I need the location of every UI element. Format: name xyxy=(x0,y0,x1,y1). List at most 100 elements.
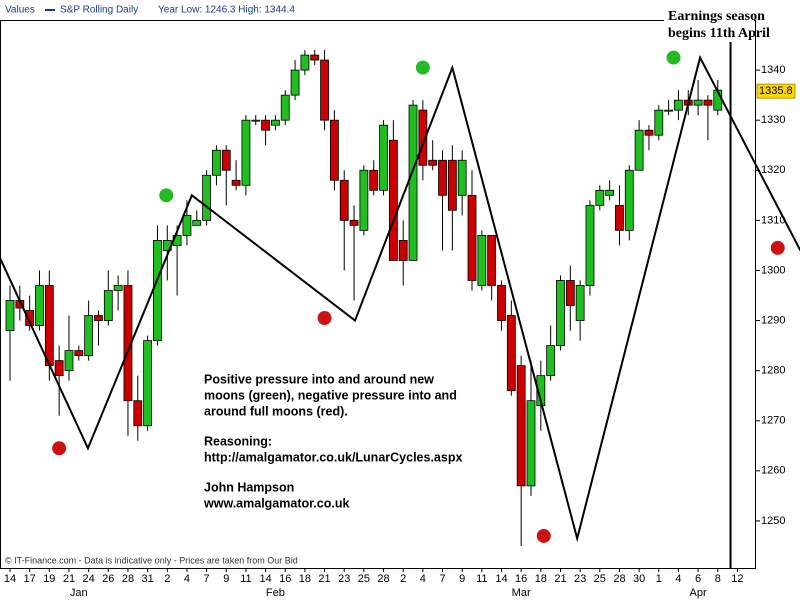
candle-body xyxy=(202,174,212,221)
x-tick-label: 14 xyxy=(495,573,507,585)
candle-body xyxy=(634,129,644,171)
x-tick-label: 23 xyxy=(338,573,350,585)
candle-body xyxy=(654,109,664,136)
candle-body xyxy=(664,109,674,112)
candle-body xyxy=(54,360,64,377)
legend-swatch xyxy=(45,9,55,11)
x-tick-label: 31 xyxy=(141,573,153,585)
month-label: Feb xyxy=(266,587,285,599)
y-tick-label: 1320 xyxy=(761,164,785,176)
x-tick-label: 18 xyxy=(535,573,547,585)
range-text: Year Low: 1246.3 High: 1344.4 xyxy=(158,5,295,16)
candle-body xyxy=(271,119,280,126)
candle-body xyxy=(536,375,546,407)
candle-body xyxy=(133,400,143,427)
x-tick-label: 28 xyxy=(122,573,134,585)
y-tick-label: 1250 xyxy=(761,515,785,527)
trend-line xyxy=(0,54,800,543)
x-tick-label: 17 xyxy=(24,573,36,585)
x-tick-label: 18 xyxy=(299,573,311,585)
candle-body xyxy=(408,104,418,261)
candle-body xyxy=(5,300,15,331)
new-moon xyxy=(666,50,681,65)
candle-body xyxy=(349,219,359,226)
x-tick-label: 12 xyxy=(731,573,743,585)
x-tick-label: 16 xyxy=(515,573,527,585)
candle-body xyxy=(94,315,103,321)
annotation-text: John Hampson xyxy=(204,480,294,494)
x-tick-label: 30 xyxy=(633,573,645,585)
candle-body xyxy=(329,119,339,181)
candle-body xyxy=(310,54,320,61)
candle-body xyxy=(25,310,35,326)
candle-body xyxy=(418,109,428,166)
candle-body xyxy=(624,169,634,231)
candle-body xyxy=(516,365,526,487)
candle-body xyxy=(44,285,54,367)
x-tick-label: 21 xyxy=(63,573,75,585)
x-tick-label: 14 xyxy=(259,573,271,585)
full-moon xyxy=(317,311,332,326)
candle-body xyxy=(182,214,192,236)
y-tick-label: 1330 xyxy=(761,114,785,126)
last-price-label: 1335.8 xyxy=(759,85,793,97)
candle-body xyxy=(556,280,565,346)
y-tick-label: 1290 xyxy=(761,314,785,326)
annotation-text: moons (green), negative pressure into an… xyxy=(204,388,457,402)
annotation-text: www.amalgamator.co.uk xyxy=(203,496,349,510)
candle-body xyxy=(546,345,556,377)
candle-body xyxy=(703,99,713,106)
full-moon xyxy=(770,240,785,255)
x-tick-label: 28 xyxy=(377,573,389,585)
candle-body xyxy=(192,219,202,226)
candle-body xyxy=(241,119,251,186)
candle-body xyxy=(212,149,221,176)
y-tick-label: 1310 xyxy=(761,214,785,226)
candle-body xyxy=(388,139,398,261)
x-tick-label: 11 xyxy=(240,573,251,585)
candle-body xyxy=(74,350,84,357)
x-tick-label: 26 xyxy=(102,573,114,585)
x-tick-label: 16 xyxy=(279,573,291,585)
candle-body xyxy=(487,234,497,286)
x-tick-label: 19 xyxy=(43,573,55,585)
candle-body xyxy=(398,240,408,261)
candle-body xyxy=(113,285,123,291)
candle-body xyxy=(359,169,369,231)
x-tick-label: 2 xyxy=(164,573,170,585)
candle-body xyxy=(585,204,595,286)
x-tick-label: 21 xyxy=(554,573,566,585)
candle-body xyxy=(379,124,388,191)
footer: © IT-Finance.com - Data is indicative on… xyxy=(5,555,298,565)
candle-body xyxy=(251,119,261,122)
x-tick-label: 24 xyxy=(83,573,95,585)
candle-body xyxy=(506,315,516,392)
x-tick-label: 4 xyxy=(675,573,681,585)
y-tick-label: 1260 xyxy=(761,465,785,477)
annotation-text: http://amalgamator.co.uk/LunarCycles.asp… xyxy=(204,450,462,464)
candle-body xyxy=(447,159,457,211)
x-tick-label: 21 xyxy=(318,573,330,585)
candle-body xyxy=(497,285,506,321)
candle-body xyxy=(64,350,74,372)
x-tick-label: 1 xyxy=(656,573,662,585)
x-tick-label: 4 xyxy=(420,573,426,585)
y-tick-label: 1280 xyxy=(761,365,785,377)
candle-body xyxy=(565,280,575,306)
candle-body xyxy=(595,189,605,206)
candle-body xyxy=(605,189,615,196)
candle-body xyxy=(153,240,162,341)
x-tick-label: 7 xyxy=(439,573,445,585)
earnings-text: begins 11th April xyxy=(668,26,770,41)
x-tick-label: 25 xyxy=(594,573,606,585)
candle-body xyxy=(526,400,536,487)
annotation-text: Positive pressure into and around new xyxy=(204,372,434,386)
candle-body xyxy=(438,159,447,196)
earnings-box xyxy=(664,6,754,42)
candle-body xyxy=(300,54,310,71)
y-tick-label: 1340 xyxy=(761,64,785,76)
candle-body xyxy=(369,169,379,191)
candle-body xyxy=(231,179,241,186)
x-tick-label: 9 xyxy=(459,573,465,585)
